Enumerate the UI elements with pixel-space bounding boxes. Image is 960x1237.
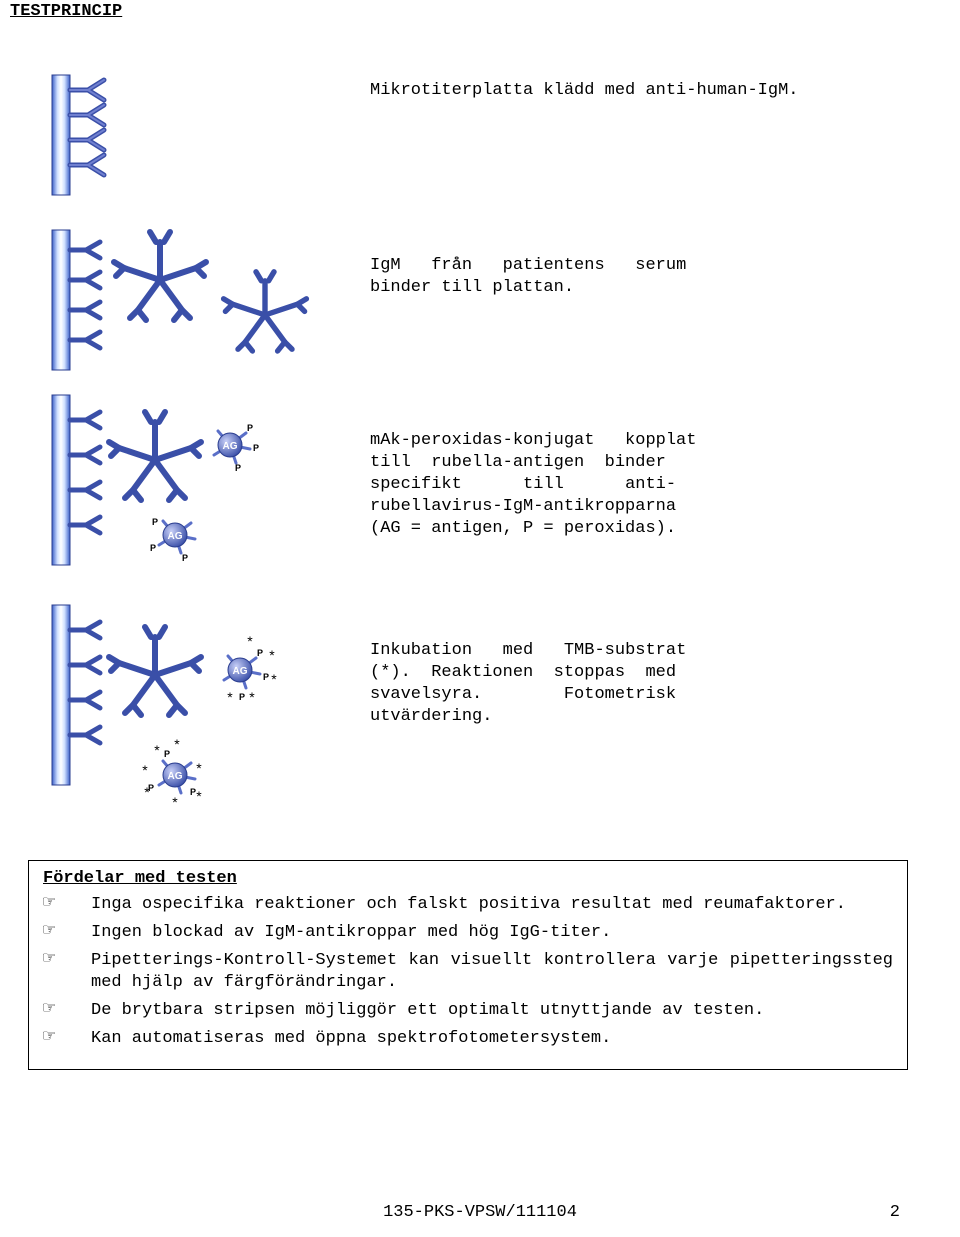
advantage-text: Pipetterings-Kontroll-Systemet kan visue… <box>91 950 893 994</box>
advantages-box: Fördelar med testen ☞ Inga ospecifika re… <box>28 860 908 1070</box>
svg-text:*: * <box>249 689 255 705</box>
advantage-text: Kan automatiseras med öppna spektrofotom… <box>91 1028 893 1050</box>
hand-icon: ☞ <box>43 1000 91 1022</box>
svg-text:*: * <box>142 762 148 778</box>
svg-text:*: * <box>154 742 160 758</box>
step-1-text: Mikrotiterplatta klädd med anti-human-Ig… <box>370 80 890 102</box>
step-2-row: IgM från patientens serum binder till pl… <box>50 225 890 381</box>
diagram-conjugate: AG P P P AG P P <box>50 390 330 590</box>
page-number: 2 <box>890 1203 900 1222</box>
footer-code: 135-PKS-VPSW/111104 <box>0 1203 960 1222</box>
advantage-item: ☞ Inga ospecifika reaktioner och falskt … <box>43 894 893 916</box>
advantage-item: ☞ Pipetterings-Kontroll-Systemet kan vis… <box>43 950 893 994</box>
step-4-diagram: AG P P P * * * * * <box>50 600 330 836</box>
step-3-diagram: AG P P P AG P P <box>50 390 330 596</box>
svg-text:*: * <box>227 689 233 705</box>
svg-text:P: P <box>263 672 269 682</box>
hand-icon: ☞ <box>43 950 91 994</box>
svg-text:P: P <box>164 749 170 759</box>
advantage-item: ☞ De brytbara stripsen möjliggör ett opt… <box>43 1000 893 1022</box>
advantage-item: ☞ Ingen blockad av IgM-antikroppar med h… <box>43 922 893 944</box>
step-2-diagram <box>50 225 330 381</box>
advantages-title: Fördelar med testen <box>43 869 893 888</box>
svg-text:*: * <box>174 736 180 752</box>
svg-text:*: * <box>269 647 275 663</box>
svg-text:P: P <box>150 543 156 553</box>
step-4-text: Inkubation med TMB-substrat (*). Reaktio… <box>370 640 890 728</box>
advantage-text: Ingen blockad av IgM-antikroppar med hög… <box>91 922 893 944</box>
advantage-text: De brytbara stripsen möjliggör ett optim… <box>91 1000 893 1022</box>
diagram-igm-binding <box>50 225 330 375</box>
svg-text:P: P <box>182 553 188 563</box>
svg-text:P: P <box>247 423 253 433</box>
svg-text:AG: AG <box>223 441 238 452</box>
svg-text:*: * <box>271 671 277 687</box>
svg-text:P: P <box>152 517 158 527</box>
section-title: TESTPRINCIP <box>10 2 122 21</box>
svg-text:P: P <box>253 443 259 453</box>
advantage-text: Inga ospecifika reaktioner och falskt po… <box>91 894 893 916</box>
svg-text:*: * <box>144 784 150 800</box>
diagram-substrate: AG P P P * * * * * <box>50 600 330 830</box>
hand-icon: ☞ <box>43 922 91 944</box>
step-1-row: Mikrotiterplatta klädd med anti-human-Ig… <box>50 70 890 206</box>
hand-icon: ☞ <box>43 1028 91 1050</box>
svg-text:*: * <box>196 788 202 804</box>
svg-text:P: P <box>239 692 245 702</box>
svg-text:AG: AG <box>168 531 183 542</box>
svg-text:P: P <box>257 648 263 658</box>
svg-text:P: P <box>235 463 241 473</box>
step-3-text: mAk-peroxidas-konjugat kopplat till rube… <box>370 430 890 540</box>
diagram-plate-coated <box>50 70 330 200</box>
svg-text:P: P <box>190 787 196 797</box>
svg-text:*: * <box>172 794 178 810</box>
step-3-row: AG P P P AG P P <box>50 390 890 596</box>
step-2-text: IgM från patientens serum binder till pl… <box>370 255 890 299</box>
svg-text:*: * <box>247 633 253 649</box>
svg-text:AG: AG <box>233 666 248 677</box>
svg-text:AG: AG <box>168 771 183 782</box>
step-1-diagram <box>50 70 330 206</box>
step-4-row: AG P P P * * * * * <box>50 600 890 836</box>
hand-icon: ☞ <box>43 894 91 916</box>
svg-text:*: * <box>196 760 202 776</box>
advantage-item: ☞ Kan automatiseras med öppna spektrofot… <box>43 1028 893 1050</box>
